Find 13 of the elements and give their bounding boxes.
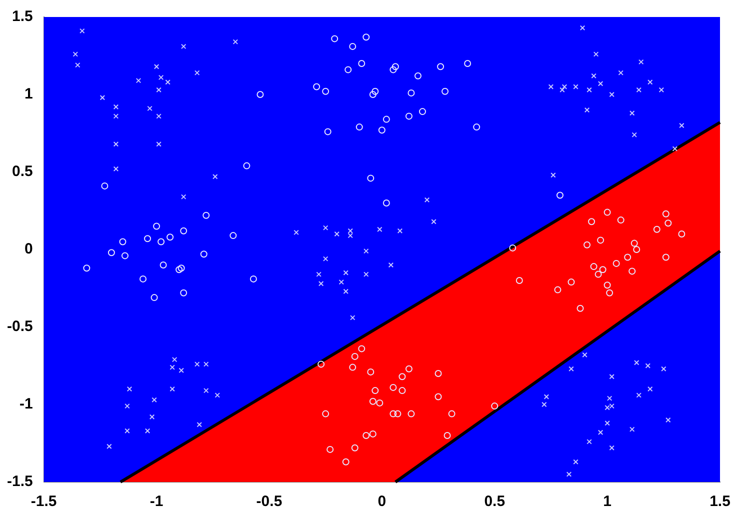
x-tick-label: 0.5 [484,493,506,510]
x-tick-label: -1 [150,493,164,510]
y-tick-label: -0.5 [6,318,33,336]
y-tick-label: 0.5 [12,163,33,180]
y-tick-label: 0 [24,240,33,258]
x-tick-label: -0.5 [256,493,282,510]
x-tick-label: 1 [603,493,612,510]
y-tick-label: 1 [24,86,33,103]
y-tick-label: -1 [20,396,33,413]
x-tick-label: 1.5 [710,493,730,510]
y-tick-label: -1.5 [6,473,33,490]
x-tick-label: 0 [378,493,386,510]
y-tick-label: 1.5 [12,8,33,26]
